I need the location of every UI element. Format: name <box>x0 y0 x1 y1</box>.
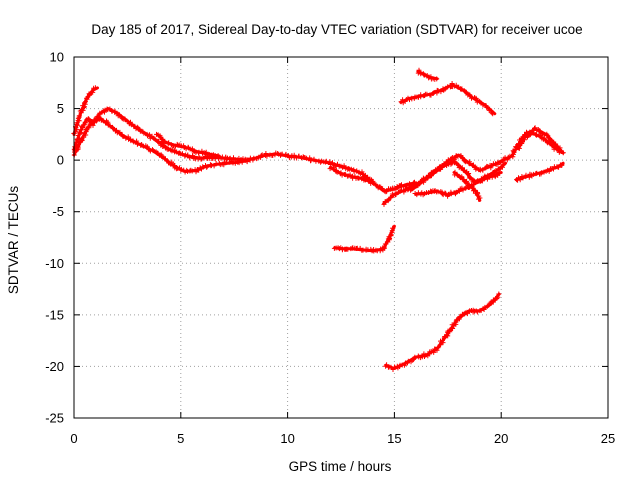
series-track-f <box>381 130 563 207</box>
x-tick-label: 20 <box>494 431 508 446</box>
series-track-j <box>514 161 565 183</box>
x-tick-label: 0 <box>70 431 77 446</box>
series-markers <box>514 162 565 183</box>
y-tick-label: 0 <box>57 153 64 168</box>
series-markers <box>154 131 221 159</box>
series-track-i <box>452 169 483 202</box>
series-markers <box>383 291 502 372</box>
series-markers <box>331 225 396 254</box>
plot-frame <box>73 56 609 419</box>
chart-title: Day 185 of 2017, Sidereal Day-to-day VTE… <box>91 22 582 37</box>
series-trace <box>382 131 563 205</box>
grid-lines <box>74 57 608 418</box>
y-tick-label: -20 <box>45 359 64 374</box>
series-markers <box>398 81 496 117</box>
y-tick-label: -15 <box>45 307 64 322</box>
y-axis-label: SDTVAR / TECUs <box>6 186 21 295</box>
axis-ticks: 0 5 10 15 20 25 -25 -20 -15 -10 -5 0 5 10 <box>45 50 615 447</box>
series-markers <box>327 165 374 186</box>
series-markers <box>412 169 502 199</box>
series-track-n <box>331 224 396 254</box>
y-tick-label: -10 <box>45 256 64 271</box>
y-tick-label: -5 <box>52 204 64 219</box>
series-track-e <box>327 165 375 186</box>
series-track-m <box>415 67 440 82</box>
series-markers <box>452 169 483 202</box>
series-markers <box>71 85 98 136</box>
x-tick-label: 10 <box>280 431 294 446</box>
series-track-d <box>154 131 221 159</box>
data-series <box>71 67 566 372</box>
x-tick-label: 15 <box>387 431 401 446</box>
y-tick-label: -25 <box>45 411 64 426</box>
series-track-l <box>398 81 497 117</box>
series-track-c <box>71 85 99 136</box>
x-axis-label: GPS time / hours <box>289 459 392 474</box>
series-track-h <box>412 169 503 199</box>
series-trace <box>384 292 501 370</box>
series-markers <box>515 125 566 156</box>
x-tick-label: 5 <box>177 431 184 446</box>
series-markers <box>381 130 562 207</box>
y-tick-label: 10 <box>50 50 64 65</box>
y-tick-label: 5 <box>57 101 64 116</box>
series-track-k <box>515 125 566 156</box>
x-tick-label: 25 <box>601 431 615 446</box>
series-track-o <box>383 291 502 372</box>
series-markers <box>415 67 440 82</box>
